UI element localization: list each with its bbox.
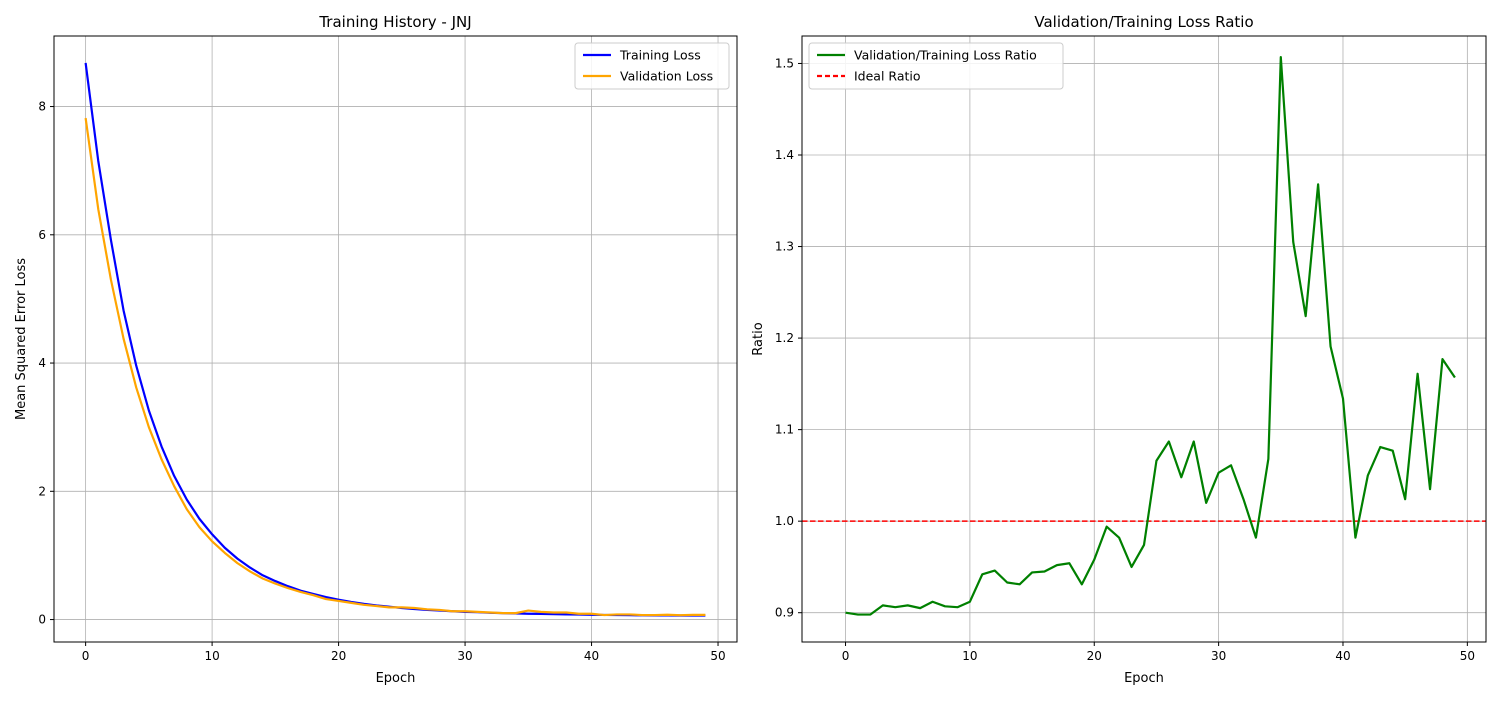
series-line-1 (845, 55, 1456, 616)
x-tick-label: 40 (584, 649, 599, 663)
chart-panel-1: 0 10 20 30 40 50 0 2 4 6 8 Training History - JNJ Ep… (14, 13, 738, 686)
x-tick-label: 0 (82, 649, 90, 663)
x-tick-label: 50 (710, 649, 725, 663)
legend-box (574, 42, 730, 90)
axes-frame (801, 35, 1487, 643)
series-line-1 (84, 62, 706, 617)
y-tick-label: 6 (38, 228, 46, 242)
legend-box (808, 42, 1064, 90)
x-axis-label: Epoch (376, 671, 416, 686)
legend-label: Training Loss (619, 48, 701, 63)
legend: Training Loss Validation Loss (574, 42, 730, 90)
y-axis-label: Ratio (751, 322, 766, 355)
x-tick-label: 10 (962, 649, 977, 663)
x-tick-label: 30 (457, 649, 472, 663)
y-tick-label: 0 (38, 613, 46, 627)
legend: Validation/Training Loss Ratio Ideal Rati… (808, 42, 1064, 90)
x-tick-label: 20 (1087, 649, 1102, 663)
y-tick-label: 0.9 (775, 606, 794, 620)
x-tick-label: 0 (842, 649, 850, 663)
y-tick-label: 1.2 (775, 331, 794, 345)
y-tick-label: 2 (38, 484, 46, 498)
chart-title: Training History - JNJ (318, 13, 471, 31)
x-tick-label: 40 (1335, 649, 1350, 663)
y-tick-label: 1.3 (775, 240, 794, 254)
x-tick-label: 30 (1211, 649, 1226, 663)
plot-area (802, 55, 1486, 616)
y-tick-label: 1.1 (775, 423, 794, 437)
x-tick-label: 50 (1460, 649, 1475, 663)
x-axis-label: Epoch (1124, 671, 1164, 686)
legend-label: Validation/Training Loss Ratio (854, 48, 1037, 63)
plot-area (84, 62, 706, 617)
y-axis-label: Mean Squared Error Loss (14, 258, 29, 420)
x-tick-label: 10 (204, 649, 219, 663)
y-tick-label: 1.4 (775, 148, 794, 162)
legend-label: Ideal Ratio (854, 69, 921, 84)
chart-title: Validation/Training Loss Ratio (1034, 13, 1253, 31)
axes-frame (53, 35, 738, 643)
series-line-2 (84, 117, 706, 617)
y-tick-label: 1.5 (775, 56, 794, 70)
x-tick-label: 20 (331, 649, 346, 663)
chart-panel-2: 0 10 20 30 40 50 0.9 1.0 1.1 1.2 1.3 1.4 1.5 Validati… (751, 13, 1487, 686)
y-tick-label: 8 (38, 100, 46, 114)
y-tick-label: 1.0 (775, 514, 794, 528)
legend-label: Validation Loss (620, 69, 713, 84)
y-tick-label: 4 (38, 356, 46, 370)
